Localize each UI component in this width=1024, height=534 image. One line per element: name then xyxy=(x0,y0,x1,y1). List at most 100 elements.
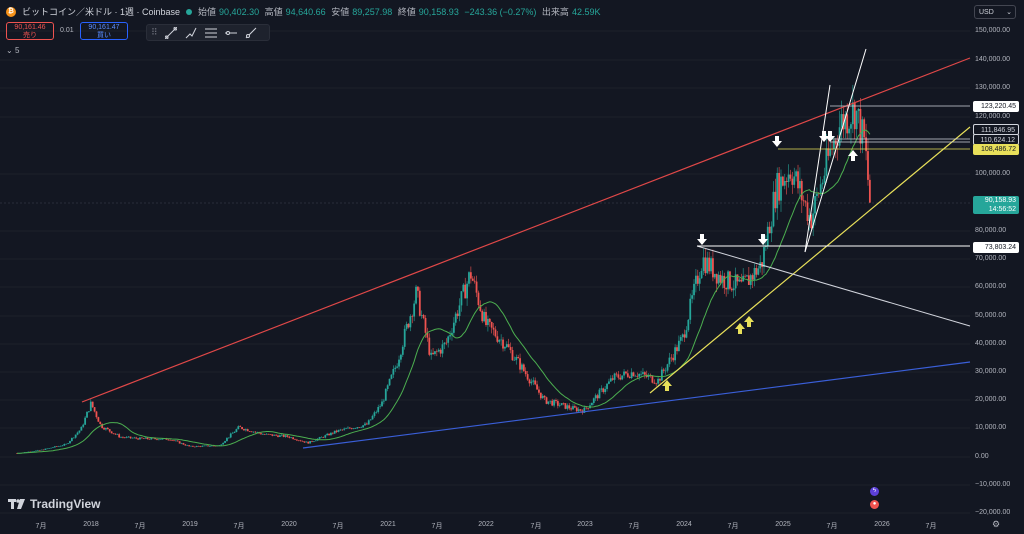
candle xyxy=(649,375,652,377)
sell-label: 売り xyxy=(23,32,37,39)
candle xyxy=(855,110,858,130)
candle xyxy=(464,284,467,299)
up-arrow-4 xyxy=(848,150,858,161)
candle xyxy=(613,373,616,380)
candle xyxy=(447,336,450,343)
candle xyxy=(602,388,605,393)
candle xyxy=(740,279,743,282)
candle xyxy=(299,440,302,442)
candle xyxy=(479,305,482,311)
time-axis-label: 7月 xyxy=(431,523,443,530)
candle xyxy=(386,385,389,390)
candle xyxy=(744,275,746,277)
candle xyxy=(176,440,179,442)
candle xyxy=(797,171,799,189)
candle xyxy=(681,334,684,338)
ray-icon[interactable] xyxy=(243,26,259,39)
candle xyxy=(326,433,329,436)
close-value: 90,158.93 xyxy=(418,7,459,17)
candle xyxy=(591,402,593,406)
drag-handle-icon[interactable]: ⠿ xyxy=(151,27,158,37)
price-axis-label: 100,000.00 xyxy=(975,170,1011,177)
candle xyxy=(231,432,234,434)
candle xyxy=(460,291,463,306)
candle xyxy=(638,373,641,377)
down-arrow-5 xyxy=(825,131,835,142)
candle xyxy=(171,440,174,441)
symbol-title[interactable]: ビットコイン／米ドル · 1週 · Coinbase xyxy=(22,7,181,17)
candle xyxy=(823,175,826,183)
moving-average-line xyxy=(17,129,871,454)
us-flag-event-icon[interactable]: ● xyxy=(870,500,879,509)
candle xyxy=(651,375,654,383)
candle xyxy=(553,400,555,406)
candle xyxy=(123,437,126,439)
candle xyxy=(543,395,546,398)
candle xyxy=(269,434,272,435)
candle xyxy=(710,258,712,272)
down-arrow-1 xyxy=(697,234,707,245)
candle xyxy=(303,441,306,443)
time-axis-label: 2021 xyxy=(380,521,396,528)
candle xyxy=(568,405,571,409)
settings-icon[interactable]: ⚙ xyxy=(992,519,1001,529)
horizontal-line-icon[interactable] xyxy=(223,26,239,39)
time-axis-label: 7月 xyxy=(727,523,739,530)
candle xyxy=(103,428,105,430)
volume-value: 42.59K xyxy=(571,7,601,17)
sell-button[interactable]: 90,161.46 売り xyxy=(6,22,54,40)
candle xyxy=(382,400,385,402)
candle xyxy=(254,431,257,433)
candle xyxy=(768,226,771,234)
candle xyxy=(341,429,344,431)
candle xyxy=(521,364,523,370)
candle xyxy=(585,407,588,409)
candle xyxy=(290,437,293,438)
currency-value: USD xyxy=(979,9,994,16)
tradingview-logo-icon xyxy=(8,499,25,509)
candle xyxy=(509,347,512,351)
candle xyxy=(55,446,58,447)
candle xyxy=(693,283,695,296)
price-axis-label: 70,000.00 xyxy=(975,255,1007,262)
candle xyxy=(192,445,194,447)
candle xyxy=(853,102,856,130)
candle xyxy=(785,180,788,182)
candle xyxy=(865,137,867,152)
candle xyxy=(339,429,342,431)
chevron-down-icon: ⌄ xyxy=(1006,9,1012,16)
downtrend-line xyxy=(696,245,971,327)
candle xyxy=(462,284,465,292)
candle xyxy=(755,267,758,275)
candle xyxy=(806,202,809,221)
brush-icon[interactable] xyxy=(183,26,199,39)
candle xyxy=(473,280,476,282)
candle xyxy=(44,448,47,450)
currency-select[interactable]: USD ⌄ xyxy=(974,5,1016,19)
candle xyxy=(305,441,308,443)
time-axis-label: 7月 xyxy=(35,523,47,530)
buy-button[interactable]: 90,161.47 買い xyxy=(80,22,128,40)
lightning-event-icon[interactable]: ϟ xyxy=(870,487,879,496)
candle xyxy=(541,395,544,399)
candle xyxy=(757,268,760,275)
fib-icon[interactable] xyxy=(203,26,219,39)
trend-line-icon[interactable] xyxy=(163,26,179,39)
candle xyxy=(441,344,444,354)
time-axis-label: 2020 xyxy=(281,521,297,528)
candle xyxy=(791,178,794,185)
candle xyxy=(277,435,279,437)
candle xyxy=(749,275,752,285)
indicators-toggle[interactable]: ⌄ 5 xyxy=(6,46,19,55)
candle xyxy=(108,429,111,432)
candle xyxy=(99,421,102,424)
candle xyxy=(88,411,90,412)
candle xyxy=(519,358,521,370)
candle xyxy=(424,317,427,333)
candle xyxy=(732,288,735,291)
sell-price: 90,161.46 xyxy=(14,24,46,31)
candle xyxy=(157,439,160,441)
candle xyxy=(721,275,724,283)
candle xyxy=(810,214,813,229)
